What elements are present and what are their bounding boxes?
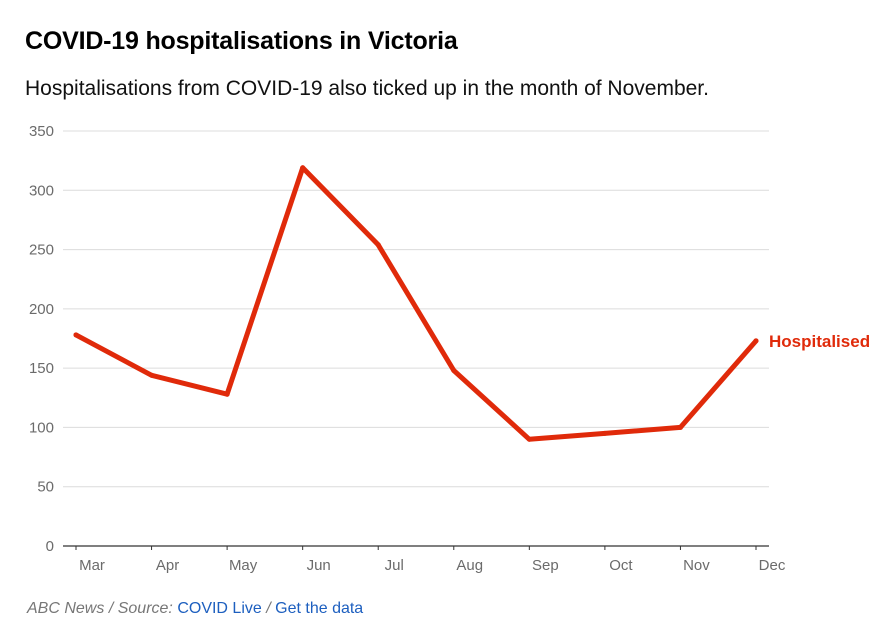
series-line-hospitalised xyxy=(73,165,759,442)
y-tick-label-50: 50 xyxy=(37,479,54,496)
y-tick-label-0: 0 xyxy=(46,538,54,555)
data-point-nov xyxy=(677,424,683,430)
source-link[interactable]: COVID Live xyxy=(177,600,262,617)
y-tick-label-100: 100 xyxy=(29,419,54,436)
footer-separator-2: / xyxy=(266,600,271,617)
chart-footer: ABC News / Source: COVID Live / Get the … xyxy=(27,600,363,618)
data-point-jul xyxy=(375,242,381,248)
series-layer: Hospitalised xyxy=(73,165,870,442)
x-tick-label-oct: Oct xyxy=(609,557,633,574)
y-tick-label-250: 250 xyxy=(29,242,54,259)
y-tick-label-300: 300 xyxy=(29,182,54,199)
data-point-apr xyxy=(149,372,155,378)
x-tick-label-dec: Dec xyxy=(759,557,786,574)
chart-title: COVID-19 hospitalisations in Victoria xyxy=(25,27,458,55)
data-point-aug xyxy=(451,368,457,374)
x-tick-label-sep: Sep xyxy=(532,557,559,574)
gridlines xyxy=(63,130,769,547)
data-point-dec xyxy=(753,338,759,344)
x-tick-label-mar: Mar xyxy=(79,557,105,574)
data-point-may xyxy=(224,391,230,397)
x-tick-label-aug: Aug xyxy=(456,557,483,574)
data-point-sep xyxy=(526,436,532,442)
x-axis-ticks: Mar Apr May Jun Jul Aug Sep Oct Nov Dec xyxy=(75,546,786,574)
y-tick-label-150: 150 xyxy=(29,360,54,377)
x-tick-label-jun: Jun xyxy=(307,557,331,574)
footer-separator: / xyxy=(108,600,114,617)
data-point-oct xyxy=(602,430,608,436)
x-tick-label-may: May xyxy=(229,557,258,574)
y-axis-ticks: 0 50 100 150 200 250 300 350 xyxy=(29,123,54,555)
get-data-link[interactable]: Get the data xyxy=(275,600,364,617)
x-tick-label-nov: Nov xyxy=(683,557,710,574)
publisher: ABC News xyxy=(27,600,105,617)
y-tick-label-350: 350 xyxy=(29,123,54,140)
data-point-jun xyxy=(300,165,306,171)
x-tick-label-jul: Jul xyxy=(385,557,404,574)
x-tick-label-apr: Apr xyxy=(156,557,179,574)
source-prefix: Source: xyxy=(117,600,173,617)
data-point-mar xyxy=(73,332,79,338)
series-label-hospitalised: Hospitalised xyxy=(769,332,870,351)
y-tick-label-200: 200 xyxy=(29,301,54,318)
chart-subtitle: Hospitalisations from COVID-19 also tick… xyxy=(25,77,709,100)
